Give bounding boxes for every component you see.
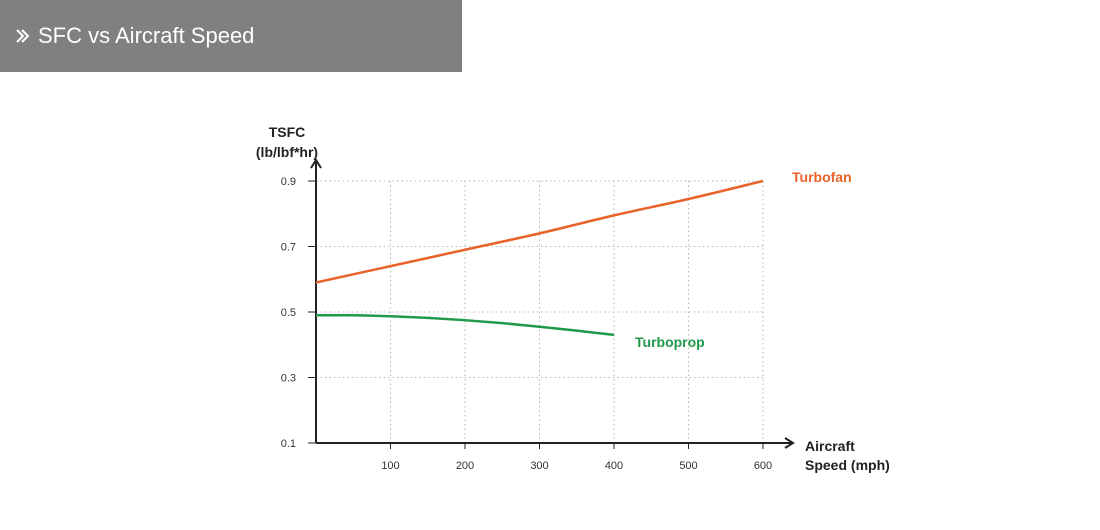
y-axis-arrowhead [310,158,322,169]
grid-layer [316,180,764,443]
x-tick-label: 600 [754,460,772,472]
x-tick-label: 300 [530,460,548,472]
header-bar: SFC vs Aircraft Speed [0,0,462,72]
y-tick-label: 0.1 [281,438,296,450]
x-axis-arrowhead [784,437,795,449]
x-tick-label: 500 [679,460,697,472]
axes-layer [310,158,795,449]
x-axis-title-line1: Aircraft [805,438,855,454]
ticks-layer: 0.1 0.3 0.5 0.7 0.9 100 200 300 400 500 600 [281,176,772,472]
y-tick-label: 0.3 [281,373,296,385]
y-tick-label: 0.7 [281,242,296,254]
x-tick-label: 100 [381,460,399,472]
y-tick-label: 0.9 [281,176,296,188]
y-tick-label: 0.5 [281,307,296,319]
series-label-turboprop: Turboprop [635,334,705,350]
series-layer: Turbofan Turboprop [315,169,852,350]
x-tick-label: 400 [605,460,623,472]
x-axis-title-line2: Speed (mph) [805,457,890,473]
double-chevron-right-icon [14,27,32,45]
series-line-turboprop [315,313,615,337]
series-label-turbofan: Turbofan [792,169,852,185]
y-axis-title-line1: TSFC [269,124,306,140]
series-line-turbofan [315,179,764,284]
labels-layer: TSFC (lb/lbf*hr) Aircraft Speed (mph) [256,124,890,473]
y-axis-title-line2: (lb/lbf*hr) [256,144,318,160]
page-title: SFC vs Aircraft Speed [38,23,255,48]
x-tick-label: 200 [456,460,474,472]
